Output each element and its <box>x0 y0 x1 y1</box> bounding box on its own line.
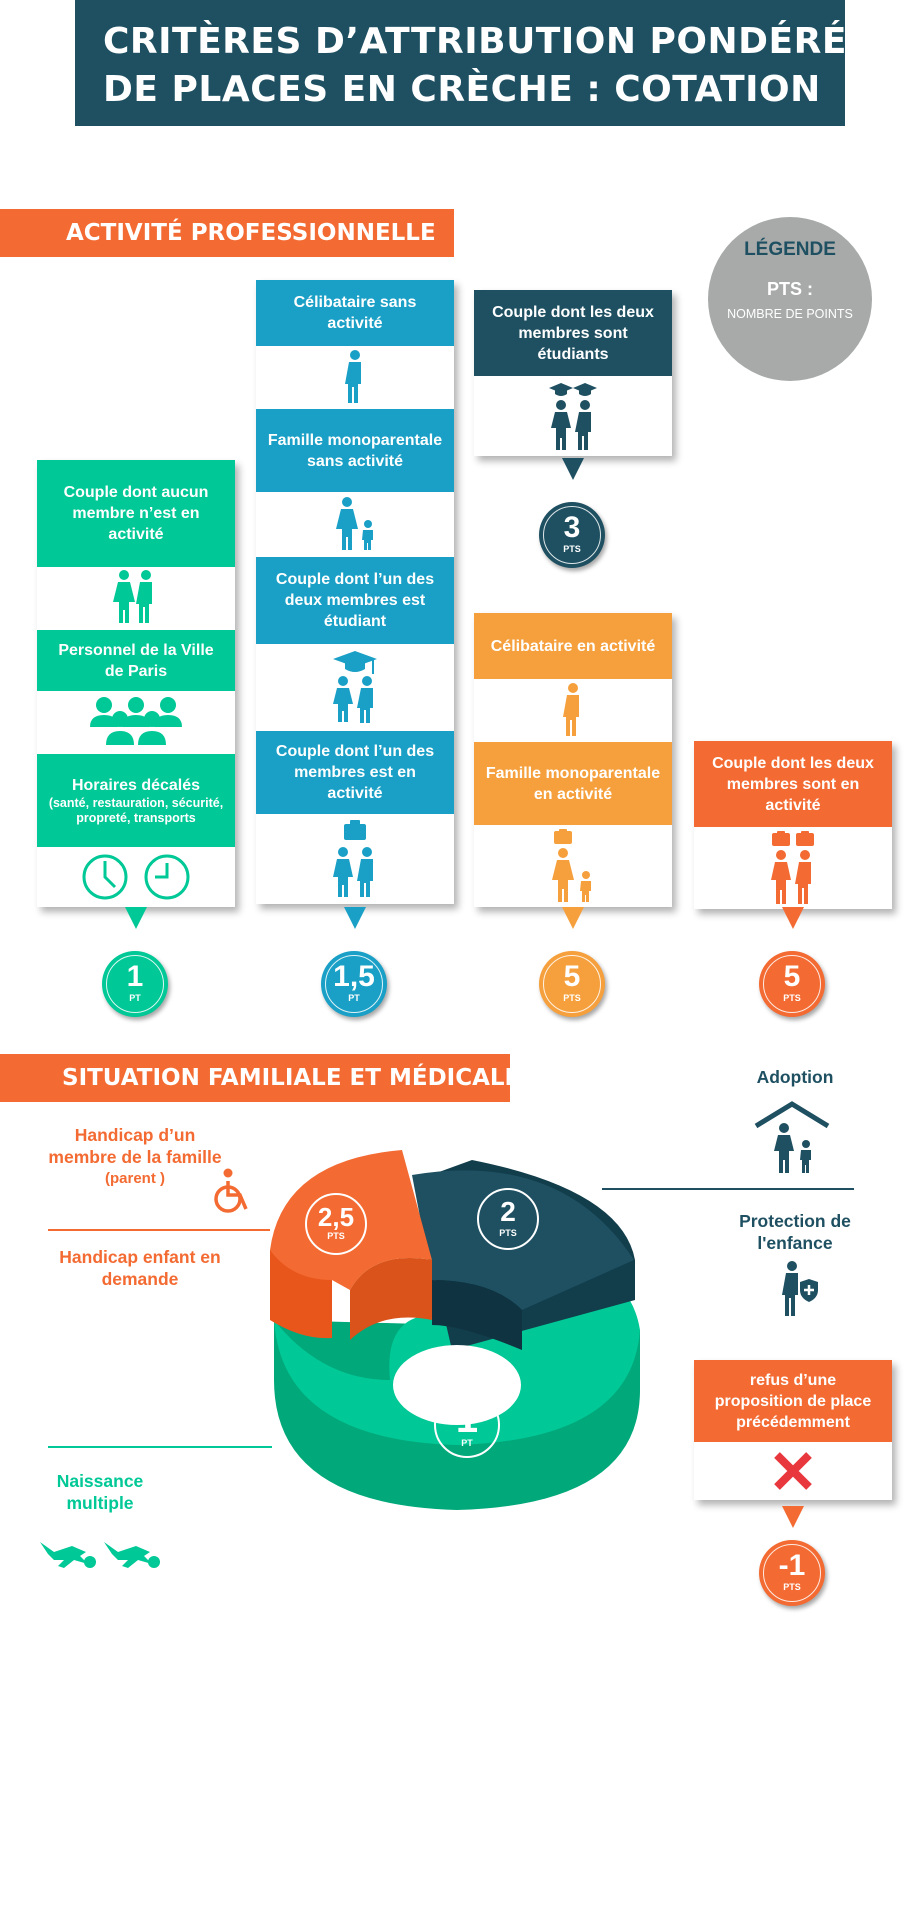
wheelchair-icon <box>212 1167 254 1220</box>
ring-orange-badge: 2,5 PTS <box>305 1193 367 1255</box>
legend: LÉGENDE PTS : NOMBRE DE POINTS <box>708 217 872 381</box>
column-1-badge: 1 PT <box>102 951 168 1017</box>
column-4-card: Couple dont les deux membres sont en act… <box>694 741 892 909</box>
couple-icon <box>37 567 235 627</box>
working-couple-icon <box>256 814 454 904</box>
column-1-item-3: Horaires décalés (santé, restauration, s… <box>37 751 235 847</box>
working-parent-child-icon <box>474 825 672 907</box>
column-4-item: Couple dont les deux membres sont en act… <box>694 741 892 827</box>
column-2-item-2: Famille monoparentale sans activité <box>256 406 454 492</box>
column-3-top-card: Couple dont les deux membres sont étudia… <box>474 290 672 456</box>
column-1-card: Couple dont aucun membre n’est en activi… <box>37 460 235 907</box>
column-3-card: Célibataire en activité Famille monopare… <box>474 613 672 907</box>
ring-teal-unit: PTS <box>499 1228 517 1238</box>
column-1-pointer <box>125 907 147 929</box>
ring-orange-unit: PTS <box>327 1231 345 1241</box>
refusal-badge: -1 PTS <box>759 1540 825 1606</box>
ring-green-unit: PT <box>461 1438 473 1448</box>
legend-pts: PTS : <box>766 279 813 299</box>
column-3-item-2: Famille monoparentale en activité <box>474 739 672 825</box>
column-3-item-1: Célibataire en activité <box>474 613 672 679</box>
column-1-item-3-note: (santé, restauration, sécurité, propreté… <box>48 796 224 825</box>
child-protection-icon <box>778 1260 818 1323</box>
column-3-top-item: Couple dont les deux membres sont étudia… <box>474 290 672 376</box>
column-4-pointer <box>782 907 804 929</box>
refusal-label: refus d’une proposition de place précéde… <box>694 1360 892 1442</box>
column-1-item-1: Couple dont aucun membre n’est en activi… <box>37 460 235 567</box>
column-3-badge-value: 5 <box>563 960 581 993</box>
column-1-badge-unit: PT <box>129 993 141 1003</box>
refusal-card: refus d’une proposition de place précéde… <box>694 1360 892 1500</box>
page-title: CRITÈRES D’ATTRIBUTION PONDÉRÉS DE PLACE… <box>75 0 874 126</box>
column-2-badge: 1,5 PT <box>321 951 387 1017</box>
column-1-item-3-label: Horaires décalés <box>71 777 201 794</box>
legend-title: LÉGENDE <box>744 239 836 260</box>
student-couple-icon <box>474 376 672 456</box>
single-person-icon <box>256 346 454 406</box>
ring-green-badge: 1 PT <box>434 1392 500 1458</box>
child-protection-label: Protection de l'enfance <box>739 1211 851 1253</box>
column-3-pointer <box>562 907 584 929</box>
cross-icon <box>694 1442 892 1500</box>
parent-child-icon <box>256 492 454 554</box>
column-2-item-1: Célibataire sans activité <box>256 280 454 346</box>
clocks-icon <box>37 847 235 907</box>
column-2-pointer <box>344 907 366 929</box>
divider-teal <box>602 1188 854 1190</box>
column-2-badge-unit: PT <box>348 993 360 1003</box>
column-3-top-pointer <box>562 458 584 480</box>
refusal-badge-unit: PTS <box>783 1582 801 1592</box>
column-3-badge-unit: PTS <box>563 993 581 1003</box>
refusal-pointer <box>782 1506 804 1528</box>
ring-orange-side <box>270 1250 332 1339</box>
handicap-child-label: Handicap enfant en demande <box>59 1247 221 1289</box>
divider-green <box>48 1446 272 1448</box>
ring-green-value: 1 <box>455 1397 479 1441</box>
handicap-parent-label: Handicap d’un membre de la famille (pare… <box>40 1124 230 1190</box>
handicap-parent-text: Handicap d’un membre de la famille <box>48 1125 222 1167</box>
divider-orange <box>48 1229 270 1231</box>
title-line-2: DE PLACES EN CRÈCHE : COTATION <box>103 69 821 110</box>
column-2-item-3: Couple dont l’un des deux membres est ét… <box>256 554 454 644</box>
column-2-item-4: Couple dont l’un des membres est en acti… <box>256 728 454 814</box>
title-line-1: CRITÈRES D’ATTRIBUTION PONDÉRÉS <box>103 21 874 62</box>
column-4-badge: 5 PTS <box>759 951 825 1017</box>
ring-orange-value: 2,5 <box>317 1202 355 1232</box>
section-banner-family: SITUATION FAMILIALE ET MÉDICALE <box>0 1054 520 1102</box>
column-3-badge: 5 PTS <box>539 951 605 1017</box>
adoption-label: Adoption <box>756 1067 834 1087</box>
column-2-badge-value: 1,5 <box>333 960 375 993</box>
student-couple-icon <box>256 644 454 728</box>
column-3-top-badge-unit: PTS <box>563 544 581 554</box>
column-3-top-badge-value: 3 <box>563 511 581 544</box>
ring-teal-badge: 2 PTS <box>477 1188 539 1250</box>
working-couple-icon <box>694 827 892 909</box>
single-person-icon <box>474 679 672 739</box>
ring-teal-value: 2 <box>500 1196 516 1227</box>
column-2-card: Célibataire sans activité Famille monopa… <box>256 280 454 904</box>
stork-icons <box>38 1532 168 1577</box>
column-3-top-badge: 3 PTS <box>539 502 605 568</box>
refusal-badge-value: -1 <box>778 1549 806 1582</box>
ring-teal-inner <box>432 1280 522 1350</box>
group-icon <box>37 691 235 751</box>
legend-description: NOMBRE DE POINTS <box>727 307 853 321</box>
multiple-birth-label: Naissance multiple <box>56 1471 144 1513</box>
column-4-badge-value: 5 <box>783 960 801 993</box>
adoption-house-icon <box>754 1100 830 1181</box>
section-banner-activity: ACTIVITÉ PROFESSIONNELLE <box>0 209 454 257</box>
column-1-item-2: Personnel de la Ville de Paris <box>37 627 235 691</box>
column-4-badge-unit: PTS <box>783 993 801 1003</box>
ring-orange-inner <box>350 1258 432 1340</box>
column-1-badge-value: 1 <box>126 960 144 993</box>
handicap-parent-note: (parent ) <box>105 1170 165 1187</box>
